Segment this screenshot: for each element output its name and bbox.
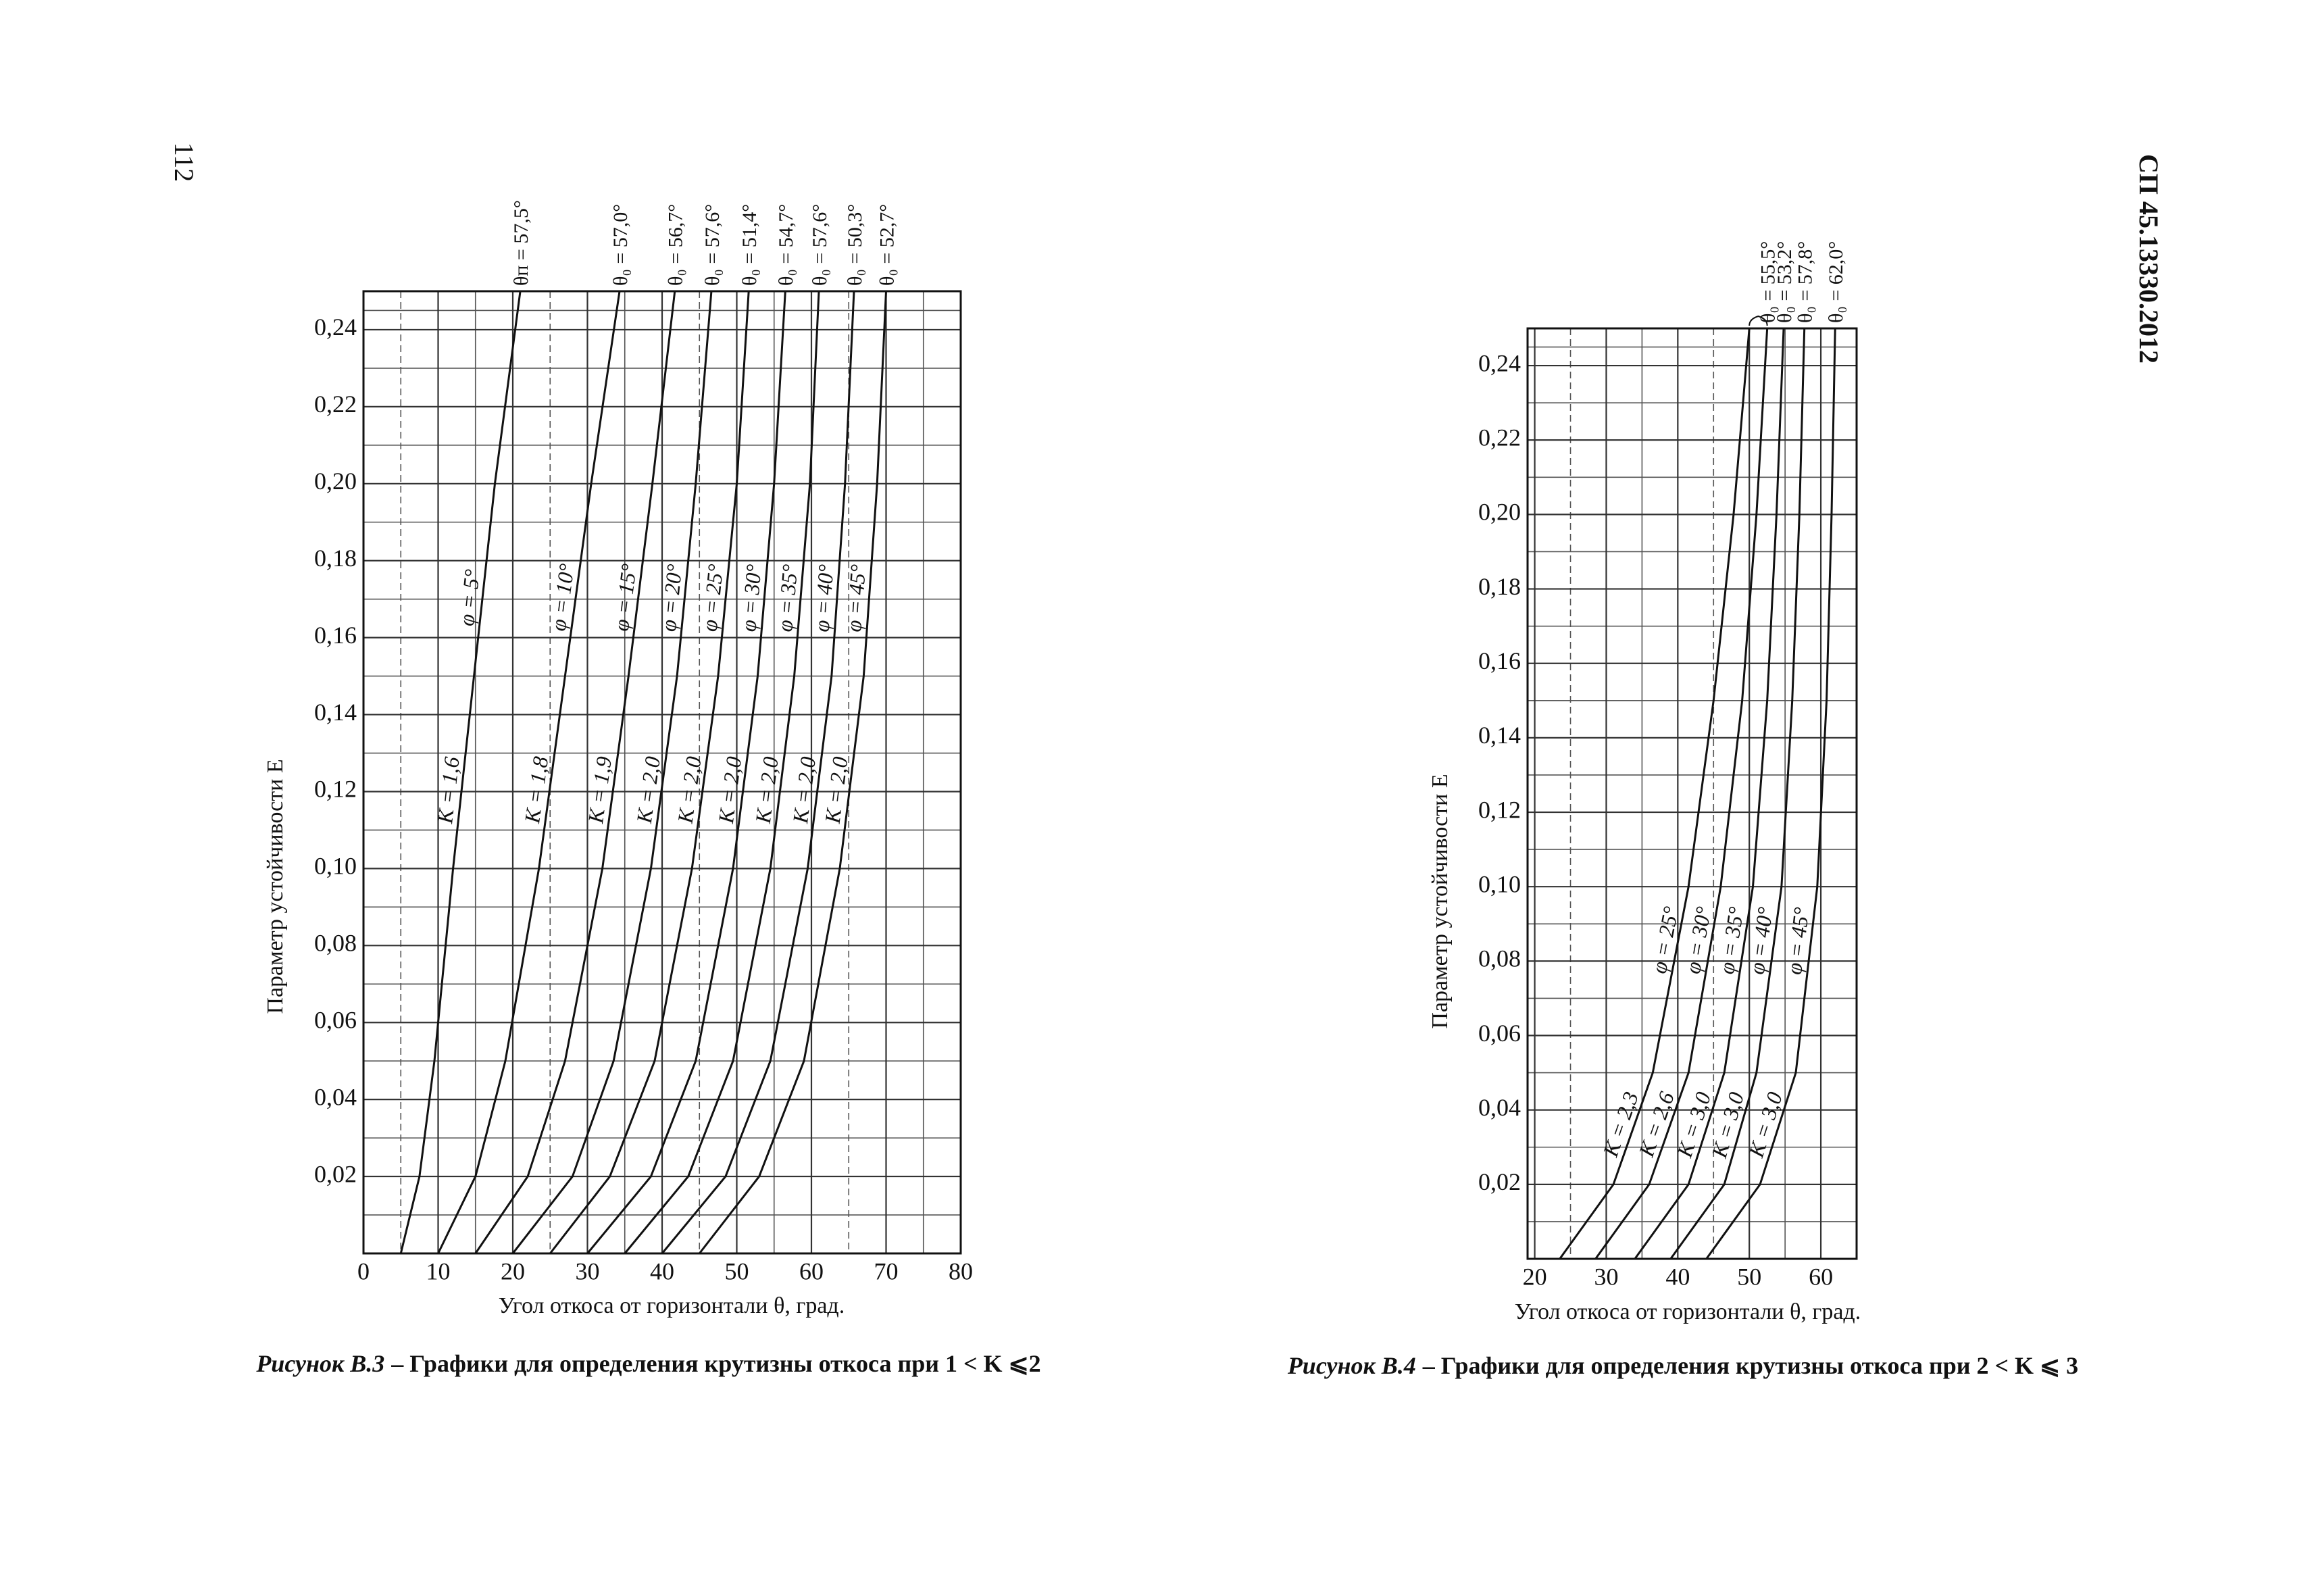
- x-axis-label: Угол откоса от горизонтали θ, град.: [499, 1293, 845, 1318]
- theta0-label: θ₀ = 53,2°: [1774, 241, 1796, 323]
- theta0-label: θ₀ = 54,7°: [775, 204, 797, 286]
- y-axis-label: Параметр устойчивости E: [1428, 774, 1453, 1028]
- theta0-label: θ₀ = 57,6°: [809, 204, 831, 286]
- y-tick-label: 0,14: [314, 699, 357, 726]
- y-tick-label: 0,22: [314, 391, 357, 418]
- x-tick-label: 20: [1523, 1263, 1547, 1290]
- y-tick-label: 0,04: [1478, 1094, 1521, 1121]
- x-tick-label: 60: [1809, 1263, 1833, 1290]
- theta0-label: θ₀ = 57,0°: [609, 204, 632, 286]
- y-axis-label: Параметр устойчивости E: [263, 759, 288, 1014]
- phi-label: φ = 30°: [736, 563, 765, 632]
- curve: [586, 291, 786, 1254]
- document-code: СП 45.13330.2012: [2134, 154, 2164, 364]
- x-tick-label: 0: [357, 1257, 370, 1285]
- curve: [1594, 328, 1769, 1260]
- phi-label: φ = 40°: [809, 564, 838, 633]
- theta0-label: θ₀ = 52,7°: [876, 204, 898, 286]
- phi-label: φ = 35°: [772, 564, 802, 633]
- caption-text: – Графики для определения крутизны откос…: [1422, 1352, 2078, 1379]
- x-axis-label: Угол откоса от горизонтали θ, град.: [1515, 1299, 1861, 1324]
- curve: [1705, 328, 1836, 1260]
- curve: [1559, 328, 1751, 1260]
- y-tick-label: 0,18: [1478, 573, 1521, 600]
- curve: [624, 291, 820, 1254]
- x-tick-label: 80: [949, 1257, 973, 1285]
- x-tick-label: 50: [725, 1257, 749, 1285]
- figure-caption: Рисунок В.3 – Графики для определения кру…: [255, 1350, 1040, 1377]
- page-number: 112: [169, 143, 199, 182]
- y-tick-label: 0,20: [1478, 499, 1521, 526]
- y-tick-label: 0,22: [1478, 424, 1521, 451]
- bracket: [1749, 315, 1768, 326]
- y-tick-label: 0,10: [1478, 870, 1521, 897]
- phi-label: φ = 45°: [841, 564, 870, 633]
- y-tick-label: 0,16: [1478, 647, 1521, 674]
- curve: [474, 291, 676, 1254]
- y-tick-label: 0,24: [1478, 349, 1521, 376]
- figure-label: Рисунок В.4: [1287, 1352, 1416, 1379]
- theta0-label: θ₀ = 57,8°: [1794, 241, 1817, 323]
- chart: 0,02 0,04 0,06 0,08 0,10 0,12 0,14 0,16 0,18 0,20…: [255, 200, 1040, 1377]
- curve: [511, 291, 713, 1254]
- figure-caption: Рисунок В.4– Графики для определения кру…: [1287, 1352, 2078, 1379]
- y-tick-label: 0,20: [314, 468, 357, 495]
- x-tick-label: 60: [799, 1257, 824, 1285]
- caption-text: – Графики для определения крутизны откос…: [391, 1350, 1040, 1377]
- curve: [699, 291, 887, 1254]
- theta0-label: θ₀ = 62,0°: [1825, 241, 1847, 323]
- y-tick-label: 0,24: [314, 314, 357, 341]
- x-tick-label: 20: [501, 1257, 525, 1285]
- y-tick-label: 0,12: [314, 776, 357, 803]
- y-tick-label: 0,12: [1478, 796, 1521, 823]
- x-tick-label: 10: [426, 1257, 451, 1285]
- curve: [437, 291, 621, 1254]
- theta0-label: θ₀ = 55,5°: [1757, 241, 1780, 323]
- theta0-label: θп = 57,5°: [510, 200, 532, 286]
- x-tick-label: 70: [874, 1257, 899, 1285]
- curve: [661, 291, 855, 1254]
- y-tick-label: 0,10: [314, 853, 357, 880]
- y-tick-label: 0,16: [314, 622, 357, 649]
- y-tick-label: 0,08: [1478, 945, 1521, 972]
- y-tick-label: 0,06: [314, 1007, 357, 1034]
- x-tick-label: 30: [1594, 1263, 1618, 1290]
- curve: [549, 291, 750, 1254]
- theta0-label: θ₀ = 50,3°: [844, 204, 866, 286]
- y-tick-label: 0,06: [1478, 1020, 1521, 1047]
- theta0-label: θ₀ = 56,7°: [665, 204, 687, 286]
- x-tick-label: 50: [1737, 1263, 1761, 1290]
- y-tick-label: 0,18: [314, 545, 357, 572]
- y-tick-label: 0,02: [1478, 1168, 1521, 1195]
- curve: [1634, 328, 1785, 1260]
- y-tick-label: 0,02: [314, 1160, 357, 1187]
- curve: [399, 291, 522, 1254]
- x-tick-label: 30: [576, 1257, 600, 1285]
- x-tick-label: 40: [650, 1257, 674, 1285]
- plot-frame: [1526, 327, 1858, 1260]
- y-tick-label: 0,04: [314, 1083, 357, 1110]
- y-tick-label: 0,08: [314, 930, 357, 957]
- figure-label: Рисунок В.3: [255, 1350, 384, 1377]
- theta0-label: θ₀ = 51,4°: [738, 204, 761, 286]
- theta0-label: θ₀ = 57,6°: [701, 204, 724, 286]
- curve: [1669, 328, 1806, 1260]
- y-tick-label: 0,14: [1478, 722, 1521, 749]
- x-tick-label: 40: [1665, 1263, 1690, 1290]
